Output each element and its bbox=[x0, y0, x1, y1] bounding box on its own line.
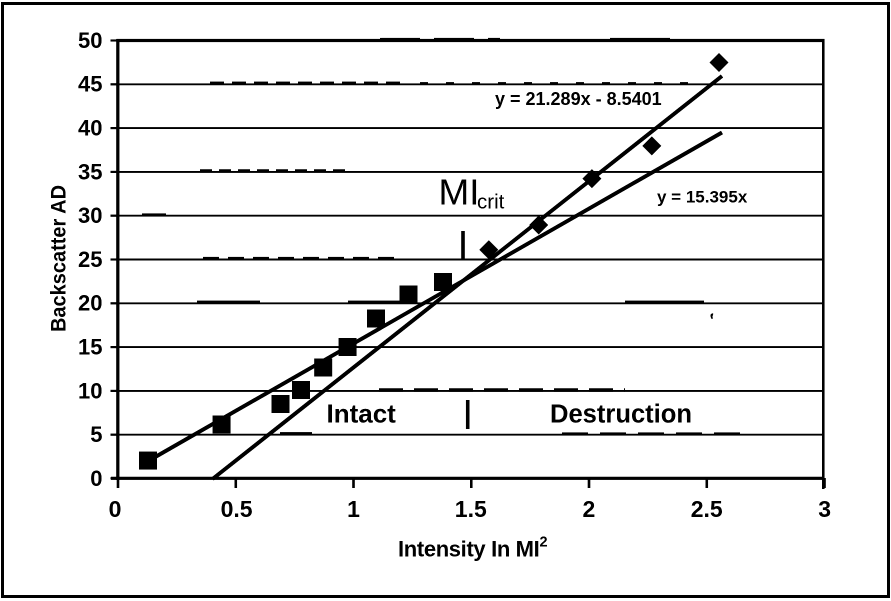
svg-text:10: 10 bbox=[78, 378, 102, 403]
svg-text:MI: MI bbox=[439, 172, 480, 213]
svg-text:40: 40 bbox=[78, 116, 102, 141]
svg-text:25: 25 bbox=[78, 247, 102, 272]
svg-text:5: 5 bbox=[90, 422, 102, 447]
svg-text:0.5: 0.5 bbox=[221, 496, 253, 522]
svg-text:Backscatter AD: Backscatter AD bbox=[48, 185, 71, 332]
svg-text:y = 15.395x: y = 15.395x bbox=[657, 188, 748, 207]
svg-text:0: 0 bbox=[109, 496, 122, 522]
svg-text:30: 30 bbox=[78, 203, 102, 228]
svg-text:1: 1 bbox=[347, 496, 360, 522]
svg-text:1.5: 1.5 bbox=[455, 496, 487, 522]
svg-text:15: 15 bbox=[78, 335, 102, 360]
svg-text:Intensity In MI2: Intensity In MI2 bbox=[398, 535, 547, 562]
svg-text:0: 0 bbox=[90, 466, 102, 491]
svg-text:Destruction: Destruction bbox=[550, 401, 692, 429]
svg-text:45: 45 bbox=[78, 72, 102, 97]
svg-text:20: 20 bbox=[78, 291, 102, 316]
svg-text:2: 2 bbox=[583, 496, 596, 522]
svg-text:2.5: 2.5 bbox=[691, 496, 723, 522]
svg-text:35: 35 bbox=[78, 159, 102, 184]
svg-text:y = 21.289x - 8.5401: y = 21.289x - 8.5401 bbox=[495, 89, 662, 109]
svg-text:Intact: Intact bbox=[327, 399, 397, 429]
svg-text:3: 3 bbox=[818, 496, 831, 522]
svg-text:crit: crit bbox=[477, 191, 505, 214]
svg-text:50: 50 bbox=[78, 28, 102, 53]
